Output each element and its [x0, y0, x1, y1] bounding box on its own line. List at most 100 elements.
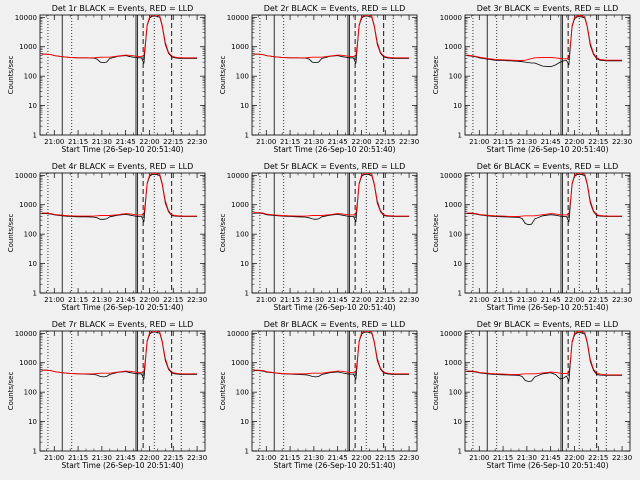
x-tick-label: 22:30 — [612, 296, 632, 304]
panel-title: Det 4r BLACK = Events, RED = LLD — [52, 162, 194, 171]
x-tick-label: 22:30 — [187, 138, 207, 146]
x-tick-label: 21:45 — [541, 454, 561, 462]
x-axis-label: Start Time (26-Sep-10 20:51:40) — [62, 145, 184, 154]
x-tick-label: 21:30 — [517, 138, 537, 146]
series-line-lld — [41, 331, 198, 375]
x-tick-label: 22:30 — [399, 138, 419, 146]
y-tick-label: 10000 — [440, 172, 462, 180]
panel-title: Det 1r BLACK = Events, RED = LLD — [52, 4, 194, 13]
plot-frame — [39, 330, 206, 452]
x-tick-label: 21:00 — [256, 138, 276, 146]
x-tick-label: 21:00 — [256, 454, 276, 462]
y-tick-label: 1000 — [231, 201, 249, 209]
x-tick-label: 21:45 — [116, 138, 136, 146]
x-tick-label: 22:15 — [375, 454, 395, 462]
y-tick-label: 100 — [24, 231, 37, 239]
y-tick-label: 10 — [28, 260, 37, 268]
x-tick-label: 22:00 — [351, 138, 371, 146]
x-tick-label: 21:45 — [328, 138, 348, 146]
plot-frame — [251, 172, 418, 294]
panel-title: Det 9r BLACK = Events, RED = LLD — [477, 320, 619, 329]
x-tick-label: 21:15 — [493, 296, 513, 304]
x-tick-label: 22:00 — [139, 138, 159, 146]
panel-title: Det 8r BLACK = Events, RED = LLD — [264, 320, 406, 329]
x-axis-label: Start Time (26-Sep-10 20:51:40) — [274, 145, 396, 154]
x-tick-label: 22:15 — [588, 138, 608, 146]
series-line-lld — [253, 173, 410, 217]
y-axis-label: Counts/sec — [432, 56, 440, 95]
series-line-events — [466, 173, 623, 226]
panel-6: Det 6r BLACK = Events, RED = LLD 1 10 100 10… — [432, 162, 632, 312]
x-tick-label: 22:00 — [564, 296, 584, 304]
x-tick-label: 22:30 — [612, 138, 632, 146]
x-tick-label: 21:15 — [493, 454, 513, 462]
x-tick-label: 21:00 — [469, 454, 489, 462]
x-tick-label: 22:00 — [564, 138, 584, 146]
x-tick-label: 21:30 — [92, 138, 112, 146]
y-axis-label: Counts/sec — [7, 372, 15, 411]
series-line-events — [466, 332, 623, 383]
panel-4: Det 4r BLACK = Events, RED = LLD 1 10 100 10… — [7, 162, 207, 312]
series-line-events — [41, 173, 198, 223]
y-tick-label: 1 — [245, 290, 249, 298]
x-tick-label: 22:00 — [139, 454, 159, 462]
panel-3: Det 3r BLACK = Events, RED = LLD 1 10 100 10… — [432, 4, 632, 154]
y-tick-label: 100 — [24, 389, 37, 397]
y-tick-label: 10 — [453, 102, 462, 110]
y-tick-label: 1 — [245, 132, 249, 140]
x-tick-label: 21:15 — [493, 138, 513, 146]
series-line-events — [253, 173, 410, 223]
x-tick-label: 22:30 — [399, 454, 419, 462]
y-tick-label: 1 — [458, 448, 462, 456]
x-tick-label: 21:15 — [68, 138, 88, 146]
y-tick-label: 1000 — [231, 43, 249, 51]
y-tick-label: 10 — [453, 260, 462, 268]
y-tick-label: 100 — [24, 73, 37, 81]
y-tick-label: 100 — [236, 73, 249, 81]
panel-title: Det 2r BLACK = Events, RED = LLD — [264, 4, 406, 13]
y-axis-label: Counts/sec — [432, 214, 440, 253]
x-tick-label: 22:00 — [351, 454, 371, 462]
y-tick-label: 1000 — [19, 201, 37, 209]
x-tick-label: 21:15 — [280, 454, 300, 462]
panel-title: Det 3r BLACK = Events, RED = LLD — [477, 4, 619, 13]
x-tick-label: 22:00 — [351, 296, 371, 304]
x-tick-label: 21:30 — [517, 454, 537, 462]
x-tick-label: 22:30 — [399, 296, 419, 304]
y-axis-label: Counts/sec — [432, 372, 440, 411]
y-tick-label: 100 — [449, 73, 462, 81]
x-tick-label: 21:00 — [44, 138, 64, 146]
y-tick-label: 1000 — [19, 43, 37, 51]
x-tick-label: 21:15 — [68, 454, 88, 462]
x-tick-label: 22:15 — [163, 138, 183, 146]
y-tick-label: 10000 — [227, 14, 249, 22]
x-axis-label: Start Time (26-Sep-10 20:51:40) — [487, 303, 609, 312]
y-tick-label: 1000 — [444, 43, 462, 51]
series-line-lld — [41, 15, 198, 59]
y-tick-label: 1000 — [444, 359, 462, 367]
y-tick-label: 1 — [245, 448, 249, 456]
plot-frame — [39, 14, 206, 136]
y-axis-label: Counts/sec — [219, 214, 227, 253]
x-tick-label: 21:30 — [92, 454, 112, 462]
y-tick-label: 10 — [240, 260, 249, 268]
panel-5: Det 5r BLACK = Events, RED = LLD 1 10 100 10… — [219, 162, 419, 312]
panel-title: Det 5r BLACK = Events, RED = LLD — [264, 162, 406, 171]
x-axis-label: Start Time (26-Sep-10 20:51:40) — [274, 303, 396, 312]
x-axis-label: Start Time (26-Sep-10 20:51:40) — [487, 145, 609, 154]
x-tick-label: 21:30 — [304, 138, 324, 146]
series-line-lld — [466, 331, 623, 376]
x-tick-label: 21:15 — [280, 138, 300, 146]
y-tick-label: 10000 — [15, 14, 37, 22]
x-axis-label: Start Time (26-Sep-10 20:51:40) — [487, 461, 609, 470]
x-tick-label: 22:15 — [375, 138, 395, 146]
y-tick-label: 1 — [33, 290, 37, 298]
y-tick-label: 1000 — [231, 359, 249, 367]
y-tick-label: 1 — [458, 290, 462, 298]
x-tick-label: 21:45 — [328, 296, 348, 304]
y-tick-label: 1 — [458, 132, 462, 140]
x-tick-label: 21:15 — [280, 296, 300, 304]
y-tick-label: 1000 — [444, 201, 462, 209]
x-axis-label: Start Time (26-Sep-10 20:51:40) — [62, 303, 184, 312]
